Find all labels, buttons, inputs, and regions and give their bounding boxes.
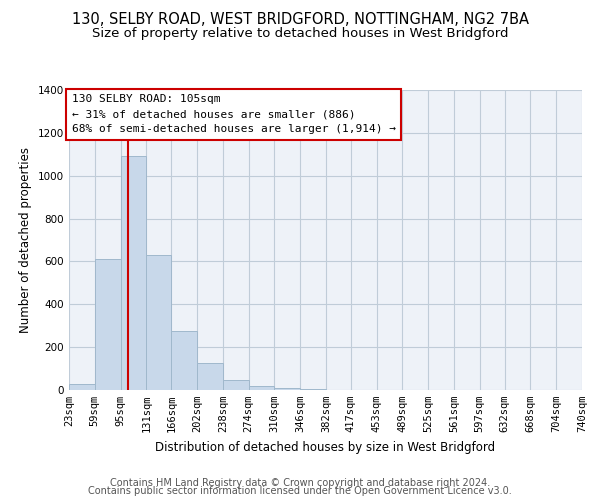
Text: 130, SELBY ROAD, WEST BRIDGFORD, NOTTINGHAM, NG2 7BA: 130, SELBY ROAD, WEST BRIDGFORD, NOTTING… — [71, 12, 529, 28]
Bar — [300, 389, 326, 390]
Bar — [172, 331, 197, 390]
Y-axis label: Number of detached properties: Number of detached properties — [19, 147, 32, 333]
Text: 130 SELBY ROAD: 105sqm
← 31% of detached houses are smaller (886)
68% of semi-de: 130 SELBY ROAD: 105sqm ← 31% of detached… — [71, 94, 395, 134]
Text: Contains public sector information licensed under the Open Government Licence v3: Contains public sector information licen… — [88, 486, 512, 496]
Bar — [223, 380, 248, 390]
Bar — [146, 255, 172, 390]
Bar — [69, 384, 95, 390]
Bar — [95, 260, 121, 390]
Bar — [274, 388, 300, 390]
X-axis label: Distribution of detached houses by size in West Bridgford: Distribution of detached houses by size … — [155, 440, 496, 454]
Text: Contains HM Land Registry data © Crown copyright and database right 2024.: Contains HM Land Registry data © Crown c… — [110, 478, 490, 488]
Bar — [121, 156, 146, 390]
Text: Size of property relative to detached houses in West Bridgford: Size of property relative to detached ho… — [92, 28, 508, 40]
Bar — [197, 363, 223, 390]
Bar — [248, 386, 274, 390]
